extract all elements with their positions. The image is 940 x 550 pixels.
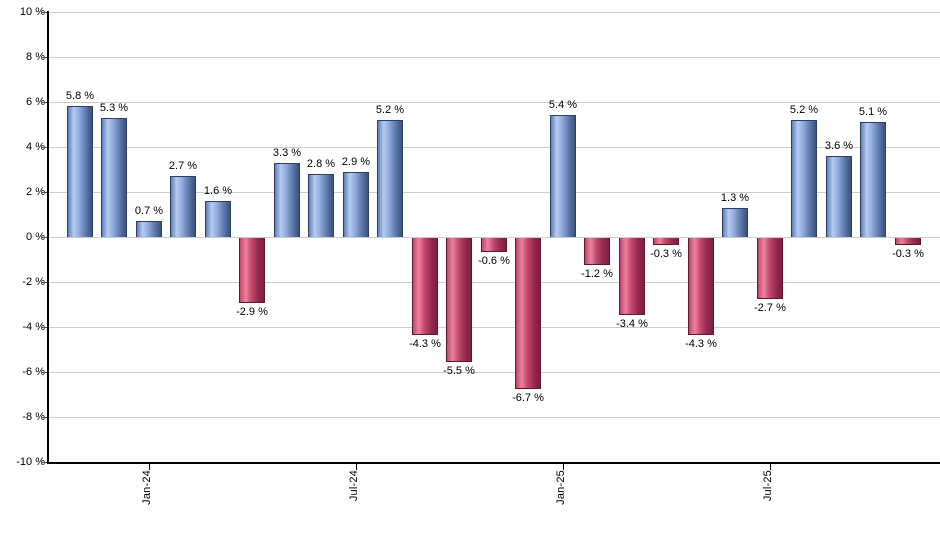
bar-negative — [619, 238, 645, 315]
bar-value-label: 5.3 % — [99, 102, 129, 114]
x-axis-tick-label: Jul-25 — [762, 470, 774, 502]
bar-negative — [757, 238, 783, 299]
x-axis-tick — [149, 464, 150, 470]
bar-negative — [515, 238, 541, 389]
bar-value-label: -3.4 % — [616, 318, 648, 330]
bar-value-label: -0.6 % — [478, 255, 510, 267]
x-axis-tick — [356, 464, 357, 470]
x-axis-tick — [563, 464, 564, 470]
gridline — [49, 12, 940, 13]
bar-value-label: 5.2 % — [375, 104, 405, 116]
y-axis-tick-label: 6 % — [26, 96, 45, 108]
y-axis-tick — [42, 282, 47, 283]
bar-negative — [688, 238, 714, 335]
x-axis-tick-label: Jul-24 — [348, 470, 360, 502]
y-axis-tick — [42, 192, 47, 193]
y-axis-tick — [42, 102, 47, 103]
x-axis-tick-label: Jan-25 — [555, 470, 567, 505]
bar-value-label: -4.3 % — [685, 338, 717, 350]
gridline — [49, 147, 940, 148]
bar-positive — [67, 106, 93, 237]
bar-positive — [308, 174, 334, 237]
y-axis-tick-label: 8 % — [26, 51, 45, 63]
y-axis-line — [47, 11, 49, 464]
bar-positive — [791, 120, 817, 237]
bar-negative — [239, 238, 265, 303]
bar-value-label: -5.5 % — [443, 365, 475, 377]
bar-positive — [826, 156, 852, 237]
x-axis-tick — [770, 464, 771, 470]
x-axis-line — [47, 462, 940, 464]
gridline — [49, 282, 940, 283]
gridline — [49, 57, 940, 58]
x-axis-tick-label: Jan-24 — [141, 470, 153, 505]
bar-negative — [446, 238, 472, 362]
y-axis-tick — [42, 372, 47, 373]
bar-positive — [377, 120, 403, 237]
bar-value-label: 2.7 % — [168, 160, 198, 172]
y-axis-tick — [42, 327, 47, 328]
y-axis-tick-label: 2 % — [26, 186, 45, 198]
y-axis-tick-label: -8 % — [22, 411, 45, 423]
y-axis-tick — [42, 57, 47, 58]
bar-value-label: -0.3 % — [650, 248, 682, 260]
bar-positive — [205, 201, 231, 237]
bar-positive — [722, 208, 748, 237]
bar-positive — [550, 115, 576, 237]
y-axis-tick — [42, 462, 47, 463]
bar-value-label: -1.2 % — [581, 268, 613, 280]
gridline — [49, 102, 940, 103]
y-axis-tick — [42, 12, 47, 13]
gridline — [49, 417, 940, 418]
bar-negative — [895, 238, 921, 245]
bar-value-label: -0.3 % — [892, 248, 924, 260]
bar-value-label: 5.2 % — [789, 104, 819, 116]
bar-positive — [101, 118, 127, 237]
bar-value-label: 5.1 % — [858, 106, 888, 118]
y-axis-tick — [42, 417, 47, 418]
bar-value-label: 2.9 % — [341, 156, 371, 168]
gridline — [49, 327, 940, 328]
y-axis-tick-label: -10 % — [16, 456, 45, 468]
bar-value-label: 3.3 % — [272, 147, 302, 159]
bar-value-label: -6.7 % — [512, 392, 544, 404]
bar-value-label: 5.4 % — [548, 99, 578, 111]
bar-negative — [653, 238, 679, 245]
y-axis-tick-label: 4 % — [26, 141, 45, 153]
y-axis-tick-label: -4 % — [22, 321, 45, 333]
bar-negative — [481, 238, 507, 252]
bar-value-label: 1.6 % — [203, 185, 233, 197]
bar-negative — [584, 238, 610, 265]
y-axis-tick-label: 0 % — [26, 231, 45, 243]
bar-positive — [860, 122, 886, 237]
bar-value-label: 5.8 % — [65, 90, 95, 102]
bar-value-label: -2.7 % — [754, 302, 786, 314]
bar-positive — [136, 221, 162, 237]
gridline — [49, 192, 940, 193]
bar-value-label: 1.3 % — [720, 192, 750, 204]
bar-value-label: -4.3 % — [409, 338, 441, 350]
bar-value-label: 0.7 % — [134, 205, 164, 217]
y-axis-tick — [42, 237, 47, 238]
gridline — [49, 372, 940, 373]
bar-value-label: 3.6 % — [824, 140, 854, 152]
bar-positive — [343, 172, 369, 237]
y-axis-tick — [42, 147, 47, 148]
bar-negative — [412, 238, 438, 335]
y-axis-tick-label: 10 % — [19, 6, 45, 18]
gridline — [49, 237, 940, 238]
bar-positive — [274, 163, 300, 237]
bar-value-label: 2.8 % — [306, 158, 336, 170]
y-axis-tick-label: -2 % — [22, 276, 45, 288]
y-axis-tick-label: -6 % — [22, 366, 45, 378]
bar-positive — [170, 176, 196, 237]
bar-value-label: -2.9 % — [236, 306, 268, 318]
